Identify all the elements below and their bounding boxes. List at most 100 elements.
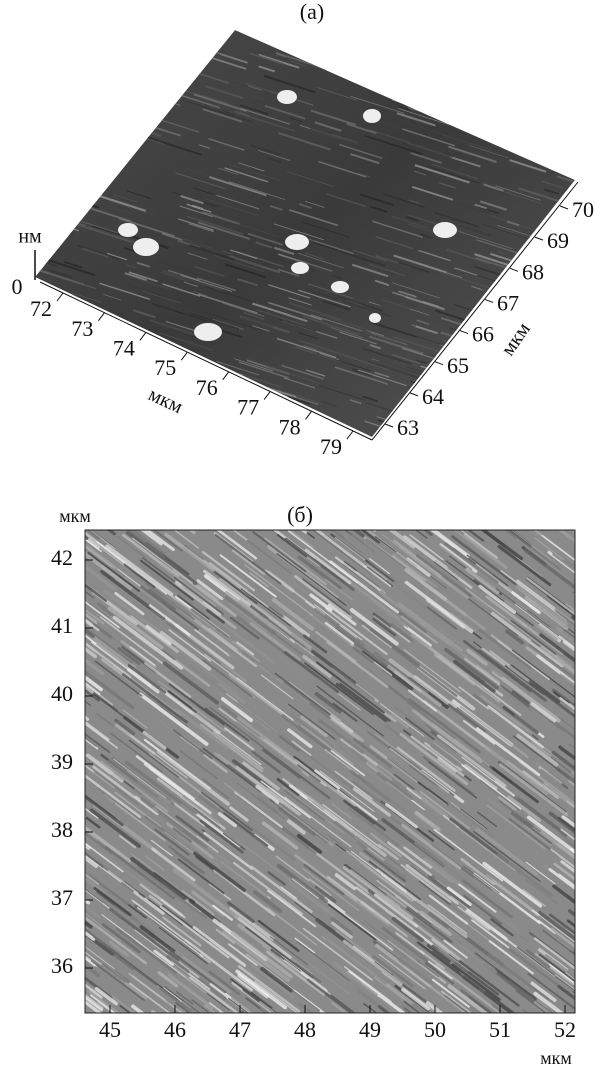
streak [558, 716, 575, 731]
streak [85, 732, 111, 754]
streak [206, 608, 225, 624]
particle [331, 281, 349, 293]
streak [471, 410, 496, 419]
streak [181, 1000, 200, 1013]
streak [202, 108, 243, 123]
streak [459, 705, 529, 759]
streak [148, 94, 181, 106]
streak [102, 185, 135, 197]
streak [405, 216, 420, 222]
streak [579, 630, 595, 650]
streak [215, 502, 249, 528]
streak [397, 84, 432, 98]
streak [578, 115, 595, 128]
streak [448, 145, 497, 163]
streak [265, 365, 321, 385]
streak [391, 215, 428, 229]
streak [50, 343, 80, 354]
streak [583, 662, 595, 690]
streak [278, 132, 331, 151]
streak [525, 861, 556, 885]
streak [342, 939, 403, 986]
streak [491, 1003, 506, 1013]
streak [168, 269, 200, 282]
streak [177, 218, 214, 231]
streak [298, 260, 333, 272]
streak [237, 965, 301, 1013]
streak [231, 640, 261, 663]
streak [566, 919, 575, 928]
streak [463, 639, 532, 693]
streak [99, 282, 150, 300]
streak [194, 628, 231, 657]
streak [254, 980, 299, 1013]
streak [248, 93, 267, 101]
streak [261, 827, 308, 862]
streak [175, 991, 194, 1005]
streak [451, 963, 501, 1001]
streak [375, 235, 414, 250]
streak [528, 931, 575, 969]
streak [118, 217, 175, 238]
streak [284, 796, 352, 848]
streak [580, 835, 595, 874]
streak [370, 832, 402, 858]
streak [118, 835, 136, 849]
streak [332, 274, 344, 280]
streak [420, 429, 458, 437]
streak [36, 81, 78, 97]
streak [133, 890, 165, 915]
streak [338, 143, 383, 159]
streak [85, 736, 97, 747]
streak [250, 865, 313, 914]
streak [237, 923, 272, 951]
streak [463, 894, 503, 925]
streak [314, 769, 341, 790]
streak [469, 106, 524, 125]
streak [281, 1004, 295, 1013]
streak [204, 198, 261, 217]
streak [581, 902, 595, 952]
streak [50, 578, 79, 600]
streak [304, 548, 352, 585]
streak [563, 85, 575, 98]
streak [86, 225, 137, 244]
particle [194, 323, 222, 341]
streak [99, 195, 147, 212]
streak [390, 54, 429, 68]
streak [177, 594, 210, 620]
streak [300, 30, 351, 41]
streak [134, 435, 178, 437]
streak [267, 544, 339, 600]
streak [229, 806, 249, 822]
streak [249, 622, 301, 662]
streak [388, 530, 416, 549]
streak [147, 694, 181, 720]
streak [349, 869, 401, 909]
streak [466, 64, 524, 84]
streak [369, 335, 425, 356]
streak [126, 264, 137, 269]
streak [94, 987, 118, 1006]
streak [416, 359, 428, 365]
streak [400, 864, 452, 903]
streak [157, 971, 179, 988]
streak [35, 284, 43, 293]
streak [383, 286, 424, 302]
streak [433, 653, 476, 686]
tick-mark [139, 332, 147, 341]
streak [520, 69, 556, 83]
streak [363, 849, 407, 883]
streak [144, 530, 175, 552]
streak [193, 290, 208, 297]
streak [122, 533, 180, 578]
streak [550, 313, 575, 325]
streak [85, 947, 130, 984]
streak [513, 795, 568, 837]
afm-surface [35, 30, 595, 437]
streak [85, 774, 142, 819]
streak [574, 768, 575, 771]
streak [573, 642, 575, 646]
streak [404, 568, 448, 602]
streak [333, 820, 356, 838]
